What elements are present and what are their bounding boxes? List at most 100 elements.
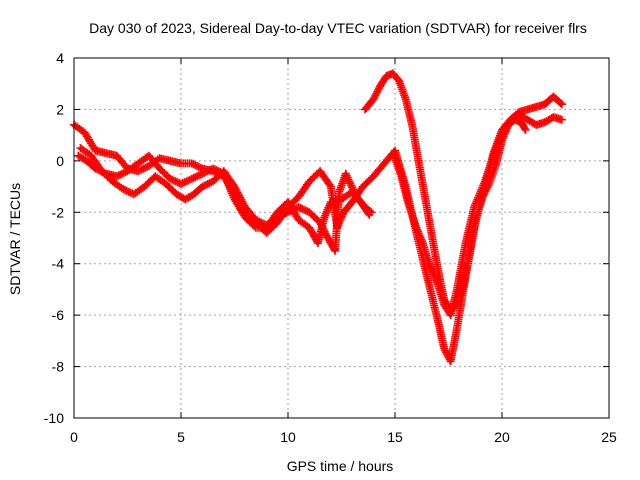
- data-point: [189, 160, 198, 169]
- data-point: [200, 168, 209, 177]
- series-2: [74, 151, 374, 248]
- x-tick-label: 5: [177, 429, 185, 445]
- data-point: [191, 173, 200, 182]
- data-point: [251, 216, 260, 224]
- data-point: [121, 186, 130, 194]
- data-point: [177, 180, 185, 188]
- data-point: [557, 100, 566, 109]
- data-point: [371, 91, 380, 100]
- data-point: [200, 181, 209, 190]
- data-point: [201, 180, 210, 189]
- data-point: [298, 204, 307, 213]
- data-point: [372, 89, 381, 98]
- data-point: [135, 166, 144, 175]
- data-point: [193, 162, 202, 170]
- y-tick-label: -8: [52, 359, 65, 375]
- data-point: [189, 174, 198, 182]
- data-point: [187, 174, 196, 183]
- data-point: [557, 115, 566, 124]
- data-point: [91, 164, 100, 173]
- y-tick-label: 4: [56, 50, 64, 66]
- data-point: [521, 126, 530, 134]
- data-point: [280, 210, 289, 218]
- chart-title: Day 030 of 2023, Sidereal Day-to-day VTE…: [89, 20, 587, 36]
- data-point: [194, 162, 203, 171]
- y-tick-label: -2: [52, 204, 65, 220]
- data-point: [173, 178, 182, 187]
- data-point: [98, 168, 107, 176]
- y-tick-label: -6: [52, 307, 65, 323]
- data-point: [198, 169, 207, 178]
- data-point: [119, 168, 128, 177]
- data-point: [282, 209, 291, 218]
- data-point: [214, 167, 223, 176]
- data-point: [112, 172, 121, 181]
- data-point: [182, 177, 191, 186]
- y-axis-label: SDTVAR / TECUs: [7, 183, 23, 295]
- data-point: [203, 167, 212, 176]
- data-point: [139, 164, 148, 173]
- data-point: [301, 206, 310, 215]
- data-point: [441, 346, 450, 355]
- series-3: [361, 69, 530, 314]
- y-tick-label: 0: [56, 153, 64, 169]
- data-point: [116, 170, 125, 179]
- x-tick-label: 10: [280, 429, 296, 445]
- data-point: [168, 175, 177, 184]
- data-point: [205, 179, 214, 188]
- data-point: [370, 93, 379, 102]
- data-point: [119, 185, 128, 194]
- data-point: [442, 348, 451, 357]
- x-axis-label: GPS time / hours: [287, 458, 394, 474]
- data-point: [556, 99, 565, 107]
- data-point: [300, 205, 309, 214]
- data-point: [178, 179, 187, 188]
- data-point: [134, 167, 143, 176]
- data-point: [369, 95, 378, 104]
- data-point: [93, 165, 102, 174]
- data-points: [70, 69, 566, 366]
- data-point: [203, 180, 212, 188]
- series-4: [391, 92, 566, 320]
- data-point: [193, 172, 202, 181]
- data-point: [185, 175, 194, 184]
- data-point: [191, 161, 200, 170]
- data-point: [209, 164, 218, 173]
- data-point: [180, 178, 189, 187]
- data-point: [373, 87, 382, 96]
- x-tick-label: 20: [494, 429, 510, 445]
- data-point: [440, 344, 449, 353]
- data-point: [114, 171, 123, 180]
- x-tick-label: 15: [387, 429, 403, 445]
- plot-frame: [73, 57, 610, 419]
- x-tick-label: 0: [70, 429, 78, 445]
- y-tick-label: -10: [44, 410, 64, 426]
- data-point: [171, 177, 180, 186]
- data-point: [118, 169, 127, 178]
- data-point: [205, 166, 214, 175]
- data-point: [196, 163, 205, 172]
- data-point: [141, 163, 150, 172]
- data-point: [250, 222, 259, 231]
- data-point: [201, 168, 210, 176]
- data-point: [100, 168, 109, 177]
- data-point: [210, 165, 219, 174]
- data-point: [124, 187, 133, 196]
- data-point: [94, 166, 103, 175]
- data-point: [184, 176, 193, 185]
- data-point: [198, 182, 207, 191]
- y-tick-label: 2: [56, 101, 64, 117]
- data-point: [257, 218, 266, 227]
- data-point: [364, 209, 373, 218]
- data-point: [212, 166, 221, 175]
- data-point: [278, 210, 287, 219]
- data-point: [187, 159, 196, 168]
- data-point: [96, 167, 105, 176]
- y-tick-label: -4: [52, 256, 65, 272]
- data-point: [166, 174, 175, 183]
- data-point: [520, 124, 529, 133]
- data-point: [374, 85, 383, 94]
- data-point: [442, 350, 451, 359]
- data-point: [294, 203, 303, 212]
